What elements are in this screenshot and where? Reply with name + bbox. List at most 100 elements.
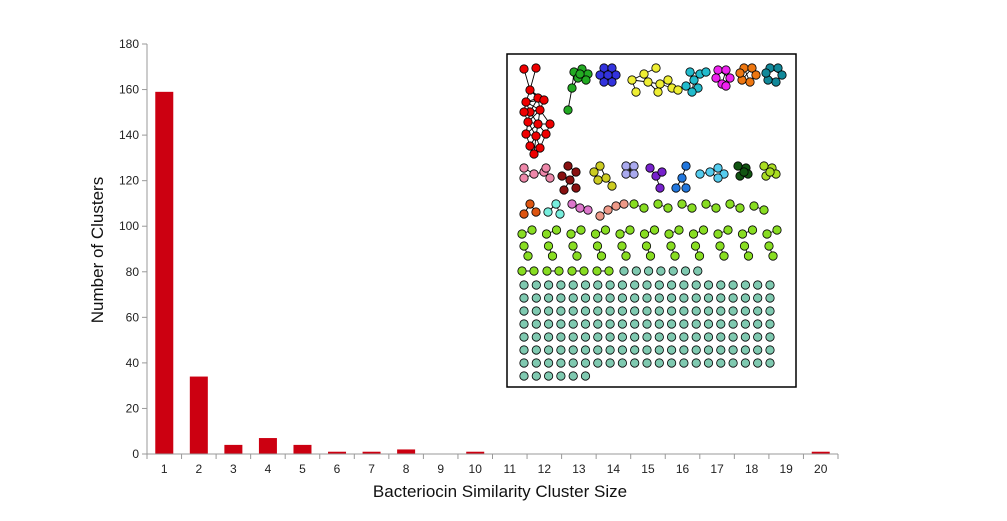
network-node <box>703 332 714 342</box>
network-node <box>543 306 554 316</box>
network-node <box>679 280 689 290</box>
network-node <box>529 149 539 159</box>
network-node <box>531 332 541 342</box>
network-node <box>673 85 683 95</box>
network-node <box>605 332 615 342</box>
network-node <box>551 199 561 209</box>
y-axis: 0 20 40 60 80 100 120 140 160 180 <box>119 37 147 461</box>
network-node <box>654 319 664 329</box>
network-node <box>765 332 775 342</box>
network-node <box>563 161 573 171</box>
network-node <box>694 251 705 261</box>
network-node <box>519 345 529 355</box>
network-node <box>747 225 758 235</box>
network-node <box>630 345 640 355</box>
network-node <box>745 77 755 87</box>
network-inset <box>506 53 797 388</box>
network-node <box>656 266 666 276</box>
network-node <box>711 203 721 213</box>
network-node <box>565 175 575 185</box>
network-node <box>568 371 578 381</box>
network-node <box>568 319 578 329</box>
network-node <box>619 199 629 209</box>
x-tick-label: 20 <box>814 462 828 476</box>
network-node <box>572 251 582 261</box>
network-node <box>703 293 714 303</box>
x-tick-label: 5 <box>299 462 306 476</box>
network-node <box>596 251 607 261</box>
network-node <box>531 319 541 329</box>
network-node <box>728 306 738 316</box>
network-node <box>666 241 676 251</box>
x-tick-label: 1 <box>161 462 168 476</box>
network-node <box>687 203 697 213</box>
network-node <box>543 319 554 329</box>
network-node <box>654 332 664 342</box>
network-node <box>740 358 751 368</box>
y-axis-title: Number of Clusters <box>88 177 107 323</box>
network-node <box>563 105 573 115</box>
network-node <box>701 199 711 209</box>
network-node <box>605 319 615 329</box>
network-node <box>765 167 775 177</box>
network-node <box>557 171 567 181</box>
bar-20 <box>811 451 830 454</box>
network-node <box>593 358 603 368</box>
network-node <box>654 345 664 355</box>
network-node <box>568 280 578 290</box>
network-node <box>529 169 539 179</box>
network-node <box>642 319 652 329</box>
network-node <box>545 119 555 129</box>
network-node <box>713 163 723 173</box>
network-node <box>580 371 591 381</box>
network-node <box>703 345 714 355</box>
network-node <box>580 345 591 355</box>
network-node <box>592 266 602 276</box>
network-node <box>728 319 738 329</box>
network-node <box>691 332 701 342</box>
network-node <box>519 358 529 368</box>
network-node <box>519 319 529 329</box>
bar-10 <box>466 451 485 454</box>
bar-1 <box>155 91 174 454</box>
network-node <box>535 143 545 153</box>
network-node <box>716 306 726 316</box>
network-node <box>685 67 695 77</box>
network-node <box>567 266 577 276</box>
network-node <box>523 117 533 127</box>
x-tick-label: 19 <box>779 462 793 476</box>
network-node <box>654 306 664 316</box>
network-node <box>693 266 703 276</box>
network-node <box>519 306 529 316</box>
y-tick-label: 120 <box>119 174 139 188</box>
network-node <box>765 280 775 290</box>
network-node <box>559 185 569 195</box>
network-node <box>629 161 639 171</box>
network-node <box>701 67 711 77</box>
network-node <box>691 358 701 368</box>
y-tick-label: 0 <box>132 447 139 461</box>
network-node <box>607 181 617 191</box>
network-node <box>666 345 677 355</box>
network-node <box>654 293 664 303</box>
network-node <box>737 229 748 239</box>
network-node <box>679 358 689 368</box>
network-node <box>765 306 775 316</box>
network-node <box>630 293 640 303</box>
network-node <box>735 68 745 78</box>
network-node <box>630 332 640 342</box>
network-node <box>567 83 577 93</box>
network-node <box>728 280 738 290</box>
network-node <box>666 358 677 368</box>
network-node <box>639 203 649 213</box>
network-node <box>580 319 591 329</box>
x-tick-label: 15 <box>641 462 655 476</box>
network-node <box>728 358 738 368</box>
network-node <box>590 229 601 239</box>
network-node <box>664 229 674 239</box>
network-node <box>519 107 529 117</box>
network-node <box>753 332 763 342</box>
network-node <box>657 167 667 177</box>
network-node <box>521 97 531 107</box>
